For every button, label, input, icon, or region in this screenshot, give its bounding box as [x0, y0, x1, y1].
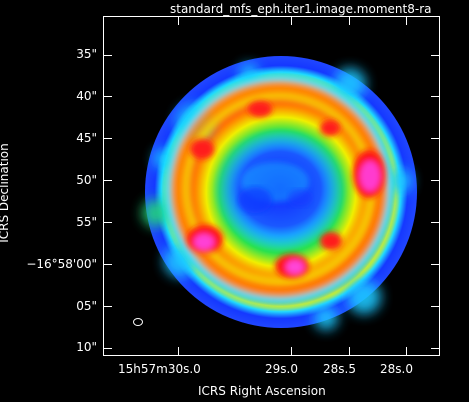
moment-image[interactable]: [104, 17, 440, 356]
top-tick-4: [406, 17, 407, 25]
bottom-tick-4: [406, 347, 407, 355]
left-tick-7: [104, 306, 112, 307]
right-tick-8: [431, 348, 439, 349]
bottom-tick-1: [178, 347, 179, 355]
right-tick-1: [431, 55, 439, 56]
y-tick-label-3: 45": [76, 131, 97, 145]
left-tick-5: [104, 222, 112, 223]
x-tick-label-1: 15h57m30s.0: [118, 362, 201, 376]
top-tick-2: [291, 17, 292, 25]
y-tick-label-8: 10": [76, 340, 97, 354]
right-tick-3: [431, 138, 439, 139]
y-tick-label-2: 40": [76, 89, 97, 103]
inner-cavity: [212, 127, 348, 251]
top-tick-3: [349, 17, 350, 25]
bottom-tick-3: [349, 347, 350, 355]
x-axis-label: ICRS Right Ascension: [198, 384, 326, 398]
left-tick-2: [104, 96, 112, 97]
right-tick-5: [431, 222, 439, 223]
right-tick-2: [431, 96, 439, 97]
window-title: standard_mfs_eph.iter1.image.moment8-ra: [170, 2, 432, 16]
right-tick-6: [431, 264, 439, 265]
left-tick-1: [104, 55, 112, 56]
x-tick-label-3: 28s.5: [323, 362, 356, 376]
y-tick-label-6: −16°58'00": [26, 257, 97, 271]
bottom-tick-2: [291, 347, 292, 355]
hotspots: [187, 101, 385, 278]
x-tick-label-4: 28s.0: [380, 362, 413, 376]
y-tick-label-4: 50": [76, 173, 97, 187]
right-tick-4: [431, 180, 439, 181]
left-tick-6: [104, 264, 112, 265]
ring-band: [163, 73, 395, 305]
left-tick-4: [104, 180, 112, 181]
y-tick-label-7: 05": [76, 299, 97, 313]
x-tick-label-2: 29s.0: [265, 362, 298, 376]
left-tick-3: [104, 138, 112, 139]
moment-map-plot[interactable]: [103, 16, 440, 356]
y-tick-label-5: 55": [76, 215, 97, 229]
left-tick-8: [104, 348, 112, 349]
top-tick-1: [178, 17, 179, 25]
right-tick-7: [431, 306, 439, 307]
beam-ellipse-icon: [133, 318, 143, 326]
y-axis-label: ICRS Declination: [0, 143, 11, 243]
y-tick-label-1: 35": [76, 47, 97, 61]
